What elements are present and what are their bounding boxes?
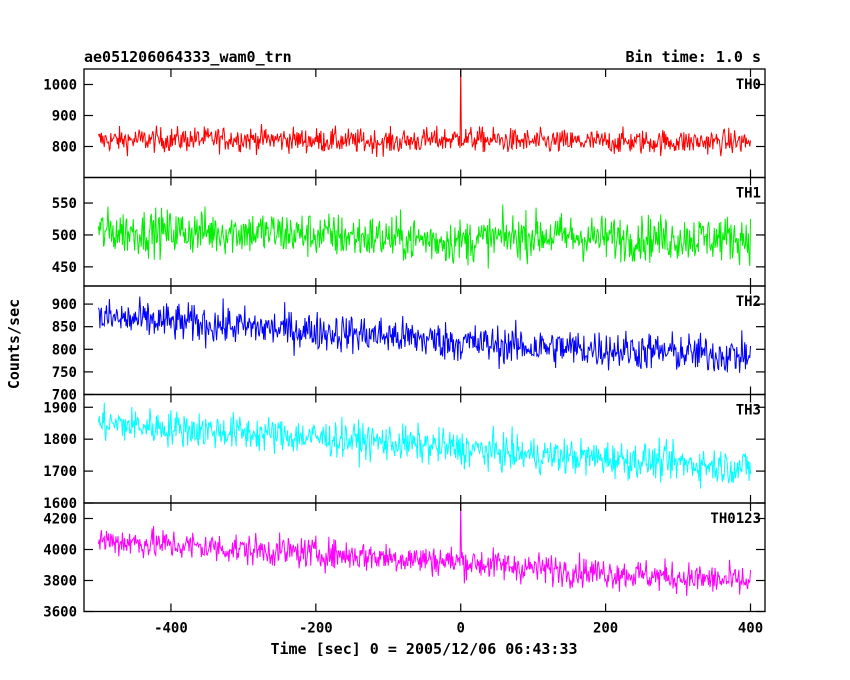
panel-frame-th3	[83, 393, 766, 504]
series-line-th2	[98, 296, 752, 373]
chart-title-right: Bin time: 1.0 s	[626, 48, 761, 66]
x-tick-label: -200	[299, 621, 333, 637]
y-tick-label: 550	[52, 196, 77, 212]
y-tick-label: 700	[52, 388, 77, 404]
series-line-th0	[98, 69, 752, 158]
panel-label-th2: TH2	[736, 294, 761, 310]
panel-label-th1: TH1	[736, 186, 761, 202]
y-tick-label: 1700	[43, 464, 77, 480]
y-tick-label: 3800	[43, 574, 77, 590]
series-line-th1	[97, 204, 752, 269]
y-tick-label: 900	[52, 109, 77, 125]
y-tick-label: 900	[52, 297, 77, 313]
y-tick-label: 750	[52, 365, 77, 381]
y-tick-label: 3600	[43, 605, 77, 621]
series-line-th3	[97, 402, 752, 489]
panel-label-th3: TH3	[736, 403, 761, 419]
x-tick-label: 0	[457, 621, 465, 637]
y-tick-label: 850	[52, 320, 77, 336]
y-tick-label: 800	[52, 342, 77, 358]
panel-frame-th0123	[83, 502, 766, 613]
x-tick-label: 200	[593, 621, 618, 637]
chart-panels: 800 900 1000 TH0 450 500 550 TH1 700 750 800 850 900…	[43, 68, 766, 637]
y-tick-label: 800	[52, 140, 77, 156]
y-tick-label: 1600	[43, 496, 77, 512]
x-tick-label: -400	[154, 621, 188, 637]
chart-title-left: ae051206064333_wam0_trn	[84, 48, 292, 66]
x-axis-label: Time [sec] 0 = 2005/12/06 06:43:33	[270, 640, 577, 658]
x-tick-label: 400	[738, 621, 763, 637]
y-tick-label: 1800	[43, 432, 77, 448]
panel-label-th0123: TH0123	[710, 511, 761, 527]
y-tick-label: 4200	[43, 512, 77, 528]
y-tick-label: 450	[52, 260, 77, 276]
y-axis-label: Counts/sec	[5, 299, 23, 389]
panel-frame-th1	[83, 176, 766, 287]
y-tick-label: 4000	[43, 543, 77, 559]
panel-frame-th0	[83, 68, 766, 179]
y-tick-label: 1000	[43, 78, 77, 94]
y-tick-label: 1900	[43, 400, 77, 416]
panel-label-th0: TH0	[736, 77, 761, 93]
y-tick-label: 500	[52, 228, 77, 244]
series-line-th0123	[97, 503, 752, 597]
